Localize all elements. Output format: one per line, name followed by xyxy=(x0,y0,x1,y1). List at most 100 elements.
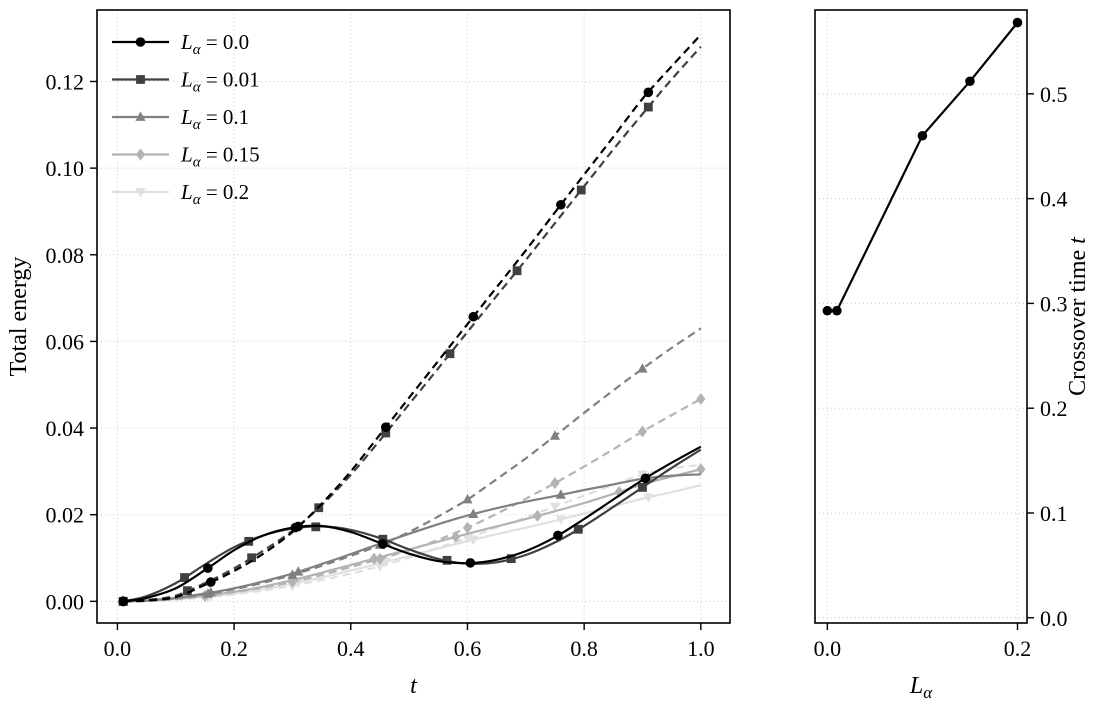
gridlines xyxy=(97,10,730,623)
legend-label: Lα = 0.01 xyxy=(180,68,260,96)
circle-marker xyxy=(640,473,651,484)
circle-marker xyxy=(965,76,975,87)
legend-label: Lα = 0.1 xyxy=(180,105,249,133)
diamond-marker xyxy=(550,477,560,490)
x-tick-label: 0.6 xyxy=(454,636,482,661)
x-tick-label: 0.0 xyxy=(104,636,132,661)
y-tick-label: 0.0 xyxy=(1040,606,1068,631)
series-markers-La-0.2-solid xyxy=(118,493,654,607)
circle-marker xyxy=(378,539,388,549)
x-axis-ticks: 0.0 0.2 xyxy=(814,623,1031,661)
triangle-down-marker xyxy=(549,502,561,513)
y-tick-label: 0.06 xyxy=(46,329,85,354)
y-tick-label: 0.10 xyxy=(46,156,85,181)
diamond-marker xyxy=(696,393,706,406)
square-marker xyxy=(180,573,189,582)
series-group xyxy=(118,33,706,608)
square-marker xyxy=(183,586,192,596)
x-axis-label: t xyxy=(410,673,418,699)
legend-label: Lα = 0.15 xyxy=(180,143,260,171)
circle-marker xyxy=(1012,17,1023,28)
legend-entry: Lα = 0.01 xyxy=(112,68,260,96)
x-tick-label: 0.4 xyxy=(337,636,365,661)
circle-marker xyxy=(917,130,928,141)
y-tick-label: 0.4 xyxy=(1040,187,1068,212)
circle-marker xyxy=(822,305,833,316)
series-markers-La-0.01-dashed xyxy=(118,102,653,606)
y-tick-label: 0.08 xyxy=(46,243,85,268)
square-marker xyxy=(247,553,257,563)
triangle-up-marker xyxy=(287,569,298,579)
series-markers-La-0.0-dashed xyxy=(118,87,654,607)
legend: Lα = 0.0 Lα = 0.01 Lα = 0.1 Lα = 0.15 Lα = 0… xyxy=(112,30,260,208)
circle-marker xyxy=(293,521,304,532)
diamond-marker xyxy=(532,509,543,522)
y-axis-label: Crossover time t xyxy=(1065,236,1091,396)
circle-marker xyxy=(643,87,654,98)
diamond-marker xyxy=(135,148,146,161)
diamond-marker xyxy=(287,575,298,588)
legend-entry: Lα = 0.1 xyxy=(112,105,249,133)
triangle-down-marker xyxy=(643,493,654,503)
legend-label: Lα = 0.0 xyxy=(180,30,249,58)
legend-entry: Lα = 0.15 xyxy=(112,143,260,171)
series-markers-La-0.15-dashed xyxy=(118,393,706,608)
triangle-up-marker xyxy=(555,489,566,499)
triangle-up-marker xyxy=(549,430,561,440)
legend-label: Lα = 0.2 xyxy=(180,180,249,208)
right-plot-crossover-time: 0.0 0.2 0.0 0.1 0.2 0.3 0.4 0.5 Lα Crossover time… xyxy=(814,9,1091,702)
square-marker xyxy=(576,185,586,195)
circle-marker xyxy=(380,422,391,432)
y-tick-label: 0.1 xyxy=(1040,501,1068,526)
y-tick-label: 0.3 xyxy=(1040,291,1068,316)
circle-marker xyxy=(832,305,842,316)
square-marker xyxy=(506,554,516,564)
circle-marker xyxy=(118,596,129,607)
circle-marker xyxy=(553,530,563,541)
plot-box-spines xyxy=(96,9,731,624)
series-line-La-0.01-dashed xyxy=(123,46,702,603)
gridlines xyxy=(815,10,1027,623)
x-tick-label: 0.8 xyxy=(570,636,598,661)
series-line-La-0.01-solid xyxy=(123,448,702,603)
circle-marker xyxy=(203,563,213,573)
diamond-marker xyxy=(375,552,385,565)
y-tick-label: 0.04 xyxy=(46,416,85,441)
y-axis-label: Total energy xyxy=(6,257,32,377)
series-markers-crossover-time xyxy=(822,17,1023,316)
y-tick-label: 0.2 xyxy=(1040,396,1068,421)
plot-box-spines xyxy=(814,9,1028,624)
series-group xyxy=(822,17,1023,316)
square-marker xyxy=(643,102,653,112)
triangle-up-marker xyxy=(202,588,213,598)
circle-marker xyxy=(205,577,216,587)
diamond-marker xyxy=(462,521,473,534)
left-plot-total-energy: 0.0 0.2 0.4 0.6 0.8 1.00.000.020.040.060.080.… xyxy=(6,9,731,699)
series-line-crossover-time xyxy=(827,21,1019,312)
y-tick-label: 0.5 xyxy=(1040,82,1068,107)
series-line-La-0.1-dashed xyxy=(123,327,702,603)
y-axis-ticks: 0.0 0.1 0.2 0.3 0.4 0.5 xyxy=(1027,82,1068,631)
triangle-down-marker xyxy=(462,534,473,544)
x-axis-label: Lα xyxy=(909,673,933,702)
legend-entry: Lα = 0.0 xyxy=(112,30,249,58)
y-tick-label: 0.00 xyxy=(46,589,85,614)
square-marker xyxy=(638,483,647,492)
series-line-La-0.2-dashed xyxy=(123,463,701,603)
triangle-up-marker xyxy=(468,508,479,518)
diamond-marker xyxy=(696,463,706,476)
triangle-up-marker xyxy=(462,493,473,504)
square-marker xyxy=(573,524,583,534)
legend-entry: Lα = 0.2 xyxy=(112,180,249,208)
y-axis-ticks: 0.00 0.02 0.04 0.06 0.08 0.10 0.12 xyxy=(46,69,97,614)
triangle-down-marker xyxy=(135,188,146,198)
x-tick-label: 1.0 xyxy=(687,636,715,661)
triangle-up-marker xyxy=(637,363,648,373)
triangle-down-marker xyxy=(468,535,479,546)
circle-marker xyxy=(556,199,566,210)
x-tick-label: 0.2 xyxy=(220,636,248,661)
y-tick-label: 0.12 xyxy=(46,69,85,94)
triangle-down-marker xyxy=(555,515,566,525)
circle-marker xyxy=(465,558,476,568)
